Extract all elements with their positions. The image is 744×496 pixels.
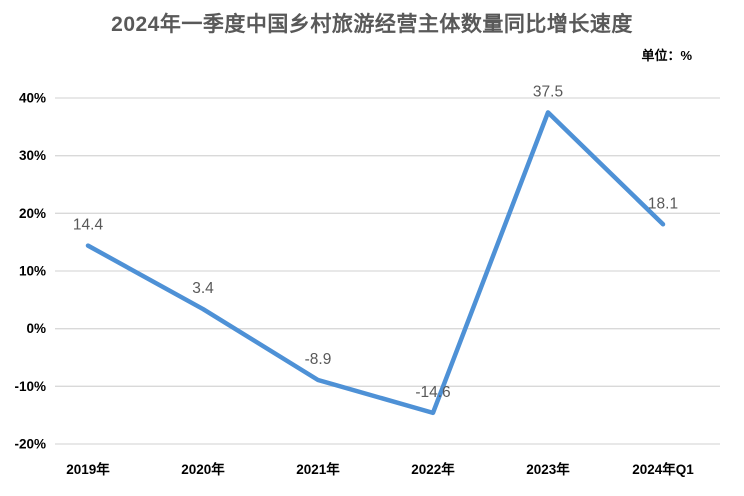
x-axis-label: 2023年 bbox=[526, 461, 570, 477]
x-axis-label: 2021年 bbox=[296, 461, 340, 477]
data-point-label: 37.5 bbox=[533, 83, 563, 100]
y-axis-tick-label: 40% bbox=[19, 91, 46, 106]
data-point-label: 3.4 bbox=[192, 280, 214, 297]
y-axis-tick-label: -20% bbox=[14, 437, 46, 452]
x-axis-label: 2020年 bbox=[181, 461, 225, 477]
x-axis-label: 2019年 bbox=[66, 461, 110, 477]
data-point-label: 14.4 bbox=[73, 217, 104, 234]
y-axis-tick-label: 0% bbox=[26, 321, 46, 336]
data-point-label: -14.6 bbox=[415, 384, 450, 401]
chart-title: 2024年一季度中国乡村旅游经营主体数量同比增长速度 bbox=[111, 13, 633, 36]
x-axis-label: 2022年 bbox=[411, 461, 455, 477]
data-line bbox=[85, 110, 666, 416]
y-axis-tick-label: -10% bbox=[14, 379, 46, 394]
unit-label: 单位：% bbox=[641, 48, 692, 63]
y-axis-tick-label: 10% bbox=[19, 264, 46, 279]
data-point-label: -8.9 bbox=[305, 351, 332, 368]
data-point-label: 18.1 bbox=[648, 195, 678, 212]
y-axis-tick-label: 20% bbox=[19, 206, 46, 221]
x-axis-label: 2024年Q1 bbox=[632, 461, 694, 477]
y-axis-tick-label: 30% bbox=[19, 148, 46, 163]
